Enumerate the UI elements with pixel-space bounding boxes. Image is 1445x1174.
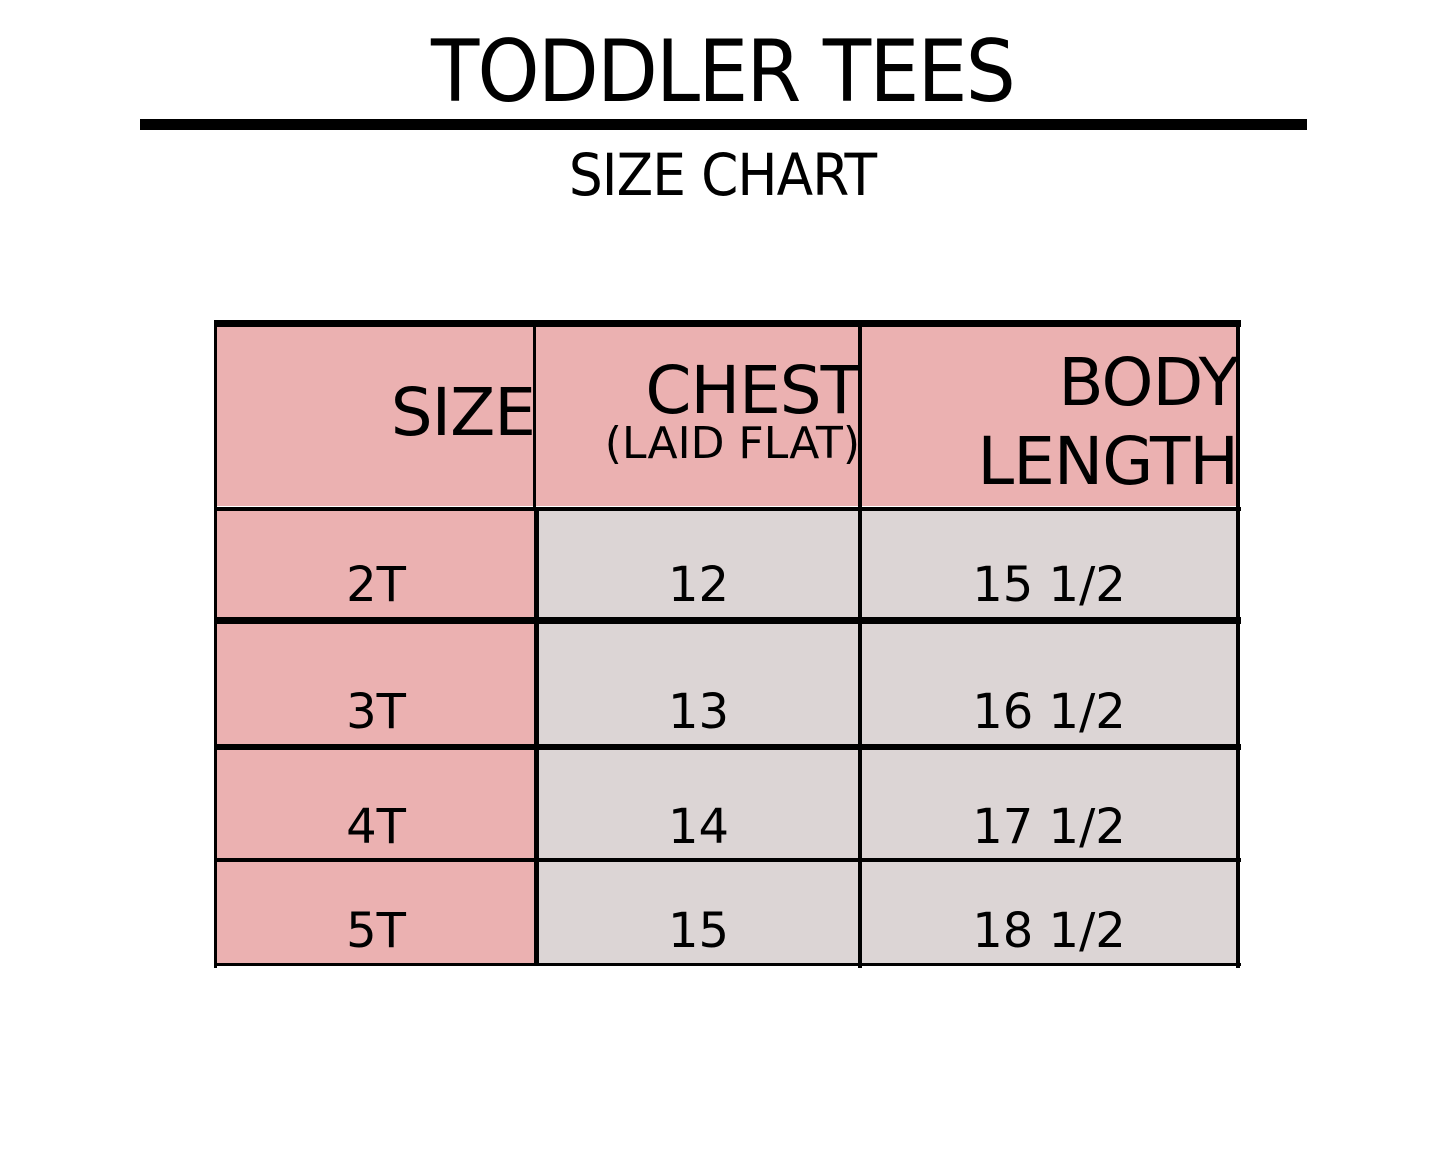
column-divider: [534, 507, 539, 966]
table-row-3-chest: 14: [537, 750, 860, 860]
column-divider: [533, 320, 536, 510]
page-subtitle: SIZE CHART: [568, 141, 877, 209]
header-chest-note: (LAID FLAT): [604, 418, 860, 469]
table-row-2-size: 3T: [217, 624, 535, 745]
header-body-line1: BODY: [1058, 344, 1239, 421]
table-right-border: [1236, 320, 1240, 968]
table-row-4-size: 5T: [217, 862, 535, 964]
table-row-2-body-length: 16 1/2: [860, 624, 1238, 745]
row-divider: [214, 744, 1241, 750]
header-size-label: SIZE: [390, 374, 536, 451]
table-row-3-size: 4T: [217, 750, 535, 860]
header-body-length: BODY LENGTH: [860, 326, 1239, 506]
table-top-border: [214, 320, 1241, 327]
table-row-1-chest: 12: [537, 510, 860, 618]
table-row-1-body-length: 15 1/2: [860, 510, 1238, 618]
column-divider: [858, 320, 862, 968]
table-row-1-size: 2T: [217, 510, 535, 618]
header-bottom-border: [214, 507, 1241, 511]
table-left-border: [214, 320, 217, 968]
header-chest-label: CHEST: [645, 352, 861, 429]
header-chest: CHEST (LAID FLAT): [535, 326, 861, 506]
table-bottom-border: [214, 963, 1241, 966]
row-divider: [214, 858, 1241, 862]
table-row-4-chest: 15: [537, 862, 860, 964]
table-row-2-chest: 13: [537, 624, 860, 745]
header-body-line2: LENGTH: [977, 423, 1239, 500]
page-title: TODDLER TEES: [430, 22, 1016, 122]
row-divider: [214, 617, 1241, 624]
header-size: SIZE: [217, 326, 536, 506]
table-row-4-body-length: 18 1/2: [860, 862, 1238, 964]
title-divider: [140, 119, 1307, 130]
table-row-3-body-length: 17 1/2: [860, 750, 1238, 860]
